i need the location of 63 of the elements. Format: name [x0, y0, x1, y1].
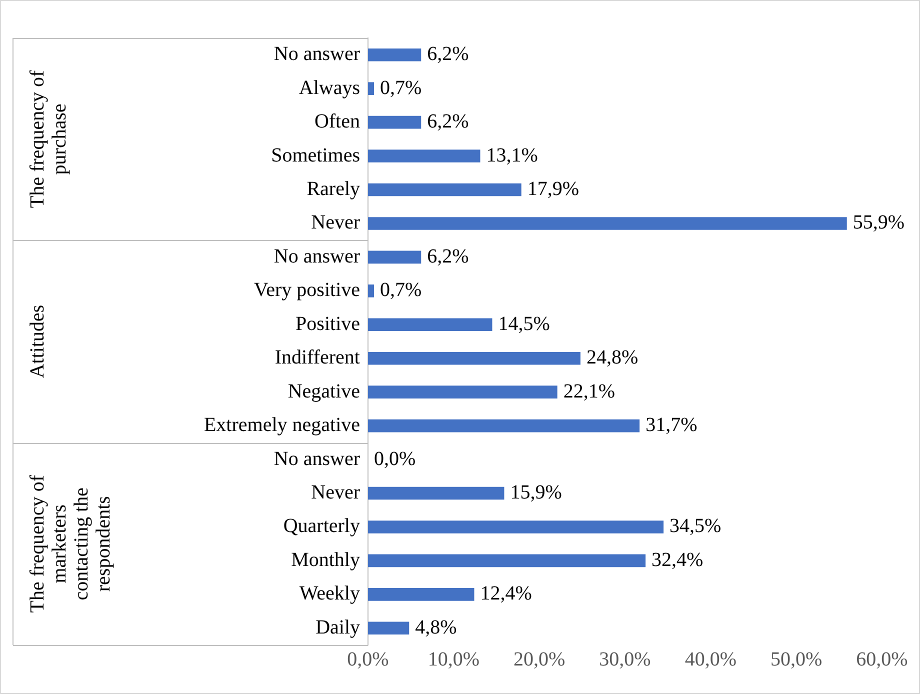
bar	[368, 183, 522, 196]
data-label: 34,5%	[670, 515, 722, 538]
y-tick-label: Daily	[316, 616, 360, 638]
text: Attitudes	[26, 304, 48, 378]
data-label: 0,7%	[380, 76, 422, 99]
y-tick-label: No answer	[274, 245, 360, 268]
bar	[368, 48, 422, 62]
x-tick-label: 50,0%	[770, 648, 822, 670]
text: The frequency of marketers contacting the respondents	[26, 474, 114, 613]
data-label: 6,2%	[427, 110, 469, 133]
bar	[368, 622, 410, 635]
y-tick-label: Very positive	[254, 279, 360, 302]
y-tick-label: Always	[298, 76, 360, 99]
data-label: 55,9%	[852, 212, 905, 234]
bar	[368, 150, 480, 162]
y-tick-label: Quarterly	[283, 515, 360, 538]
bar	[368, 486, 504, 500]
y-tick-label: Never	[311, 212, 360, 234]
y-tick-label: Never	[311, 482, 360, 504]
text: The frequency of purchase	[26, 70, 70, 208]
bar	[368, 116, 422, 129]
data-label: 22,1%	[563, 380, 615, 402]
bar	[368, 318, 492, 332]
x-tick-label: 60,0%	[856, 648, 908, 670]
bar	[368, 554, 646, 568]
data-label: 4,8%	[415, 616, 457, 638]
y-tick-label: No answer	[274, 448, 360, 470]
bar	[368, 520, 664, 534]
y-tick-label: Often	[314, 110, 360, 133]
data-label: 17,9%	[527, 178, 580, 200]
data-label: 24,8%	[586, 346, 638, 369]
bar	[368, 352, 580, 365]
data-label: 14,5%	[498, 312, 550, 335]
data-label: 0,0%	[374, 448, 416, 470]
data-label: 6,2%	[427, 43, 469, 66]
data-label: 32,4%	[652, 548, 704, 571]
data-label: 13,1%	[486, 144, 538, 166]
y-tick-label: Weekly	[299, 582, 360, 605]
y-tick-label: Indifferent	[274, 346, 360, 369]
x-tick-label: 30,0%	[599, 648, 651, 670]
x-tick-label: 0,0%	[347, 648, 389, 670]
y-tick-label: Negative	[288, 380, 360, 402]
y-tick-label: Positive	[296, 312, 360, 335]
y-tick-label: Extremely negative	[204, 414, 360, 436]
bar	[368, 217, 847, 230]
bar	[368, 250, 422, 264]
data-label: 12,4%	[480, 582, 532, 605]
data-label: 31,7%	[646, 414, 698, 436]
bar	[368, 284, 374, 298]
data-label: 6,2%	[427, 245, 469, 268]
y-tick-label: No answer	[274, 43, 360, 66]
bar	[368, 588, 474, 601]
x-tick-label: 40,0%	[684, 648, 737, 670]
bar	[368, 386, 558, 398]
y-tick-label: Sometimes	[271, 144, 360, 166]
x-tick-label: 20,0%	[513, 648, 566, 670]
bar	[368, 82, 374, 95]
y-tick-label: Monthly	[291, 548, 360, 571]
data-label: 0,7%	[380, 279, 422, 302]
y-tick-label: Rarely	[306, 178, 360, 200]
data-label: 15,9%	[510, 482, 562, 504]
bar	[368, 419, 640, 432]
x-tick-label: 10,0%	[428, 648, 480, 670]
